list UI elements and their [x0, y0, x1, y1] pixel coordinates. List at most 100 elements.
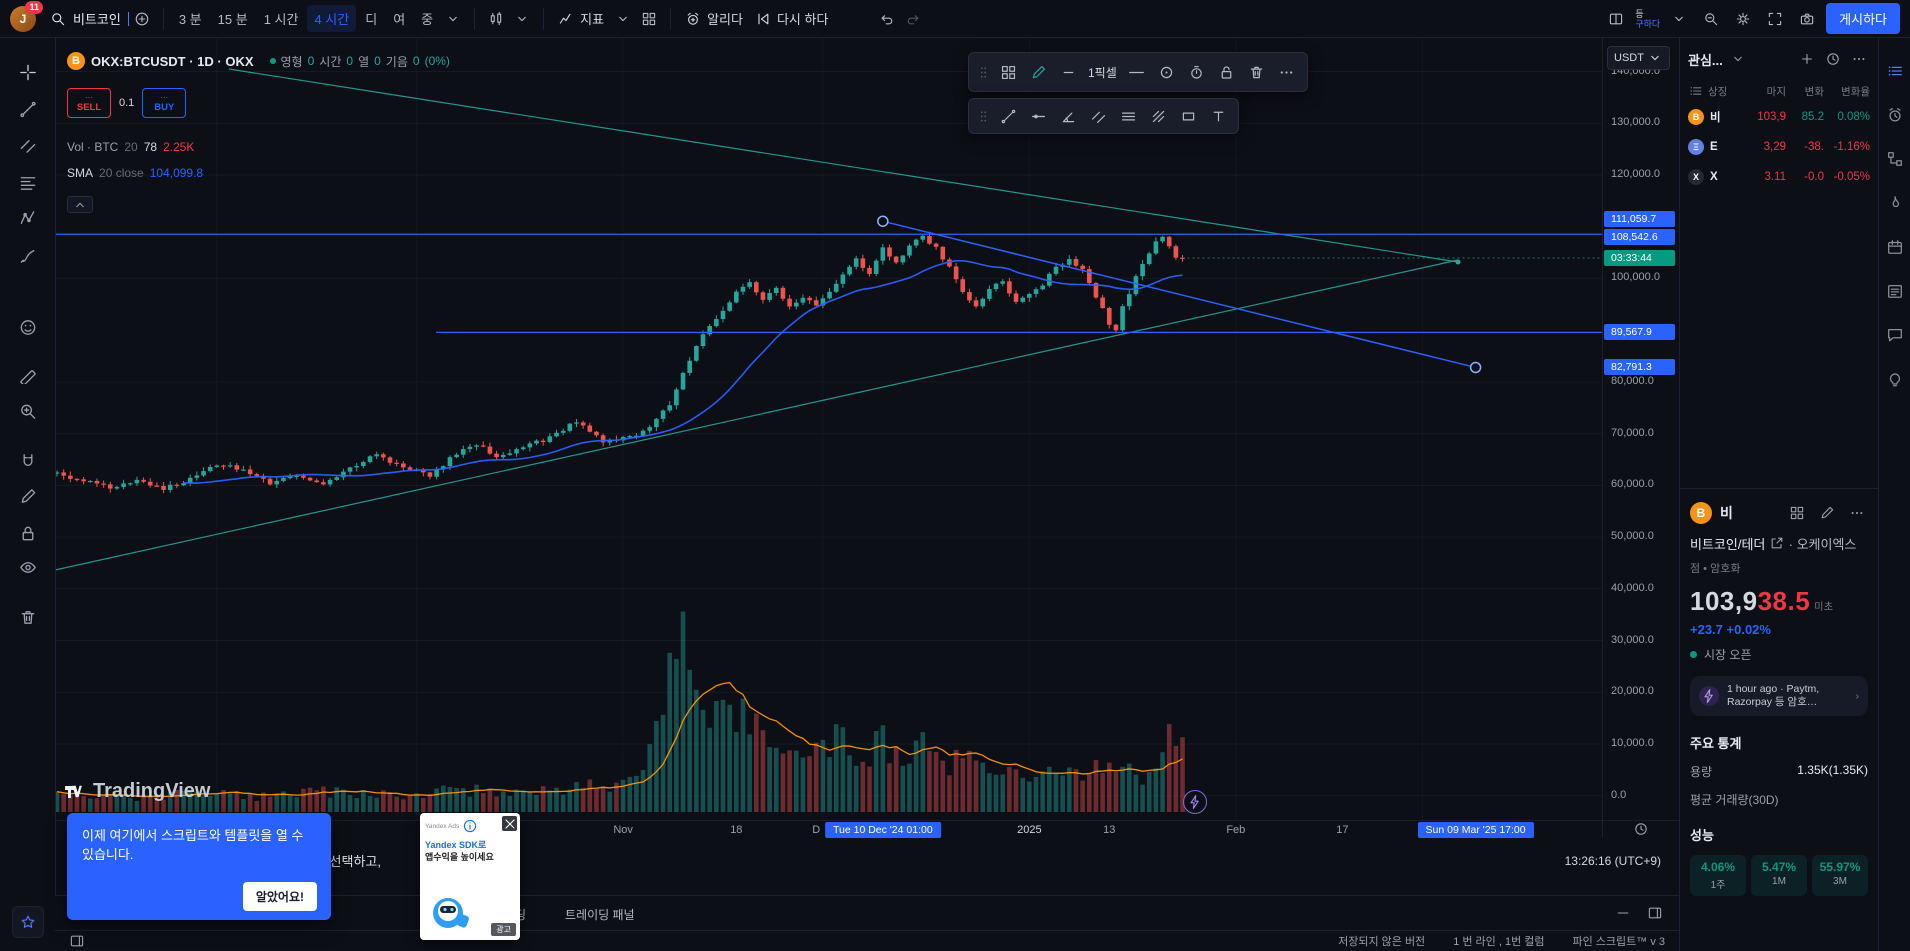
templates-grid-icon[interactable] [636, 11, 662, 27]
sell-button[interactable]: ··· SELL [67, 88, 111, 118]
minimize-panel-icon[interactable] [1615, 905, 1631, 921]
tool-lock-icon[interactable] [18, 524, 37, 548]
float-lineshort-icon[interactable] [1054, 59, 1082, 85]
tool-trash-icon[interactable] [18, 608, 37, 632]
tool-channel-icon[interactable] [18, 136, 37, 160]
tool-fib-icon[interactable] [18, 173, 37, 197]
quick-search-icon[interactable] [1698, 11, 1724, 27]
float-grid4-icon[interactable] [994, 59, 1022, 85]
price-axis[interactable]: 140,000.0 130,000.0 120,000.0 100,000.0 80,0… [1602, 38, 1679, 838]
timeframe-1시간[interactable]: 1 시간 [263, 12, 299, 27]
chart-type-caret-icon[interactable] [509, 11, 535, 27]
watchlist-history-icon[interactable] [1822, 51, 1844, 67]
panel-toggle-icon[interactable] [69, 933, 85, 949]
timeframe-4시간[interactable]: 4 시간 [307, 5, 357, 32]
timezone-clock-icon[interactable] [1633, 821, 1649, 842]
indicators-button[interactable]: 지표 [552, 5, 610, 32]
detail-edit-icon[interactable] [1816, 505, 1838, 521]
tab-partial[interactable]: 딩 [515, 908, 527, 922]
news-pill[interactable]: 1 hour ago · Paytm, Razorpay 등 암호… › [1690, 676, 1868, 716]
settings-gear-icon[interactable] [1730, 11, 1756, 27]
float2-parallel-icon[interactable] [1144, 103, 1172, 129]
boost-lightning-button[interactable] [1183, 790, 1207, 814]
tab-trading-panel[interactable]: 트레이딩 패널 [565, 908, 635, 922]
ad-close-button[interactable] [502, 816, 517, 831]
tradingview-logo[interactable]: TradingView [63, 780, 210, 803]
external-link-icon[interactable] [1769, 535, 1785, 551]
yandex-ad-card[interactable]: Yandex Ads Yandex SDK로 앱수익을 높이세요 광고 [420, 813, 520, 940]
tool-trendline-icon[interactable] [18, 100, 37, 124]
tool-text-icon[interactable] [18, 283, 37, 307]
layout-caret-icon[interactable] [1666, 11, 1692, 27]
timeframe-디[interactable]: 디 [365, 12, 378, 27]
price-chart[interactable] [55, 38, 1602, 838]
price-badge[interactable]: 108,542.6 [1604, 229, 1675, 246]
sma-legend[interactable]: SMA 20 close 104,099.8 [67, 166, 204, 180]
float2-hlines-icon[interactable] [1114, 103, 1142, 129]
avatar[interactable]: J 11 [10, 0, 43, 32]
tool-brush-icon[interactable] [18, 246, 37, 270]
tool-magnet-icon[interactable] [18, 452, 37, 476]
watchlist-row[interactable]: X X 3.11 -0.0 -0.05% [1680, 162, 1878, 192]
detail-more-icon[interactable] [1846, 505, 1868, 521]
expand-panel-icon[interactable] [1647, 905, 1663, 921]
fullscreen-icon[interactable] [1762, 11, 1788, 27]
chart-area[interactable]: 140,000.0 130,000.0 120,000.0 100,000.0 80,0… [55, 38, 1679, 895]
price-badge[interactable]: 89,567.9 [1604, 324, 1675, 341]
tool-edit-icon[interactable] [18, 487, 37, 511]
symbol-title[interactable]: OKX:BTCUSDT · 1D · OKX [91, 53, 254, 69]
status-item[interactable]: 저장되지 않은 버전 [1338, 936, 1426, 948]
float-trash-icon[interactable] [1243, 59, 1271, 85]
watchlist-row[interactable]: Ξ E 3,29 -38. -1.16% [1680, 132, 1878, 162]
float-more-icon[interactable] [1273, 59, 1301, 85]
bulb-icon[interactable] [1886, 370, 1904, 393]
tool-patterns-icon[interactable] [18, 209, 37, 233]
publish-button[interactable]: 게시하다 [1826, 3, 1900, 34]
time-badge[interactable]: Tue 10 Dec '24 01:00 [824, 822, 941, 838]
timeframe-15분[interactable]: 15 분 [217, 12, 248, 27]
alert-button[interactable]: 알리다 [679, 5, 749, 32]
timeframe-caret-icon[interactable] [440, 11, 466, 27]
chart-type-icon[interactable] [483, 11, 509, 27]
undo-icon[interactable] [874, 11, 900, 27]
detail-title[interactable]: 비트코인/테더 · 오케이엑스 [1690, 535, 1857, 552]
currency-toggle[interactable]: USDT [1607, 46, 1670, 70]
replay-button[interactable]: 다시 하다 [749, 5, 834, 32]
float-target-icon[interactable] [1153, 59, 1181, 85]
timeframe-여[interactable]: 여 [393, 12, 406, 27]
status-item[interactable]: 1 번 라인 , 1번 컬럼 [1453, 936, 1545, 948]
float-pencil-icon[interactable] [1024, 59, 1052, 85]
perf-pill[interactable]: 5.47% 1M [1751, 855, 1807, 896]
float-linelong-icon[interactable] [1123, 59, 1151, 85]
chat-icon[interactable] [1886, 326, 1904, 349]
watchlist-caret-icon[interactable] [1727, 51, 1749, 67]
watchlist-title[interactable]: 관심... [1688, 52, 1723, 68]
float2-textT-icon[interactable] [1204, 103, 1232, 129]
price-badge[interactable]: 03:33:44 [1604, 250, 1675, 267]
redo-icon[interactable] [900, 11, 926, 27]
tool-eye-icon[interactable] [18, 558, 37, 582]
layout-panels-icon[interactable] [1603, 11, 1629, 27]
watchlist-add-icon[interactable] [1796, 51, 1818, 67]
tool-zoom-icon[interactable] [18, 402, 37, 426]
volume-legend[interactable]: Vol · BTC 20 78 2.25K [67, 140, 195, 154]
float-unlock-icon[interactable] [1213, 59, 1241, 85]
line-width-label[interactable]: 1픽셀 [1088, 65, 1117, 80]
float2-rect-icon[interactable] [1174, 103, 1202, 129]
tooltip-ok-button[interactable]: 알았어요! [242, 882, 317, 911]
tool-crosshair-icon[interactable] [18, 63, 37, 87]
perf-pill[interactable]: 55.97% 3M [1812, 855, 1868, 896]
add-symbol-icon[interactable] [129, 11, 155, 27]
chart-clock[interactable]: 13:26:16 (UTC+9) [1564, 854, 1661, 868]
tree-icon[interactable] [1886, 150, 1904, 173]
float-drag-icon[interactable] [975, 59, 992, 85]
tool-ruler-icon[interactable] [18, 365, 37, 389]
float-timer-icon[interactable] [1183, 59, 1211, 85]
float2-hray-icon[interactable] [1024, 103, 1052, 129]
price-badge[interactable]: 111,059.7 [1604, 211, 1675, 228]
timeframe-3분[interactable]: 3 분 [178, 12, 202, 27]
detail-grid-icon[interactable] [1786, 505, 1808, 521]
watchlist-more-icon[interactable] [1848, 51, 1870, 67]
time-badge[interactable]: Sun 09 Mar '25 17:00 [1417, 822, 1534, 838]
tool-emoji-icon[interactable] [18, 318, 37, 342]
